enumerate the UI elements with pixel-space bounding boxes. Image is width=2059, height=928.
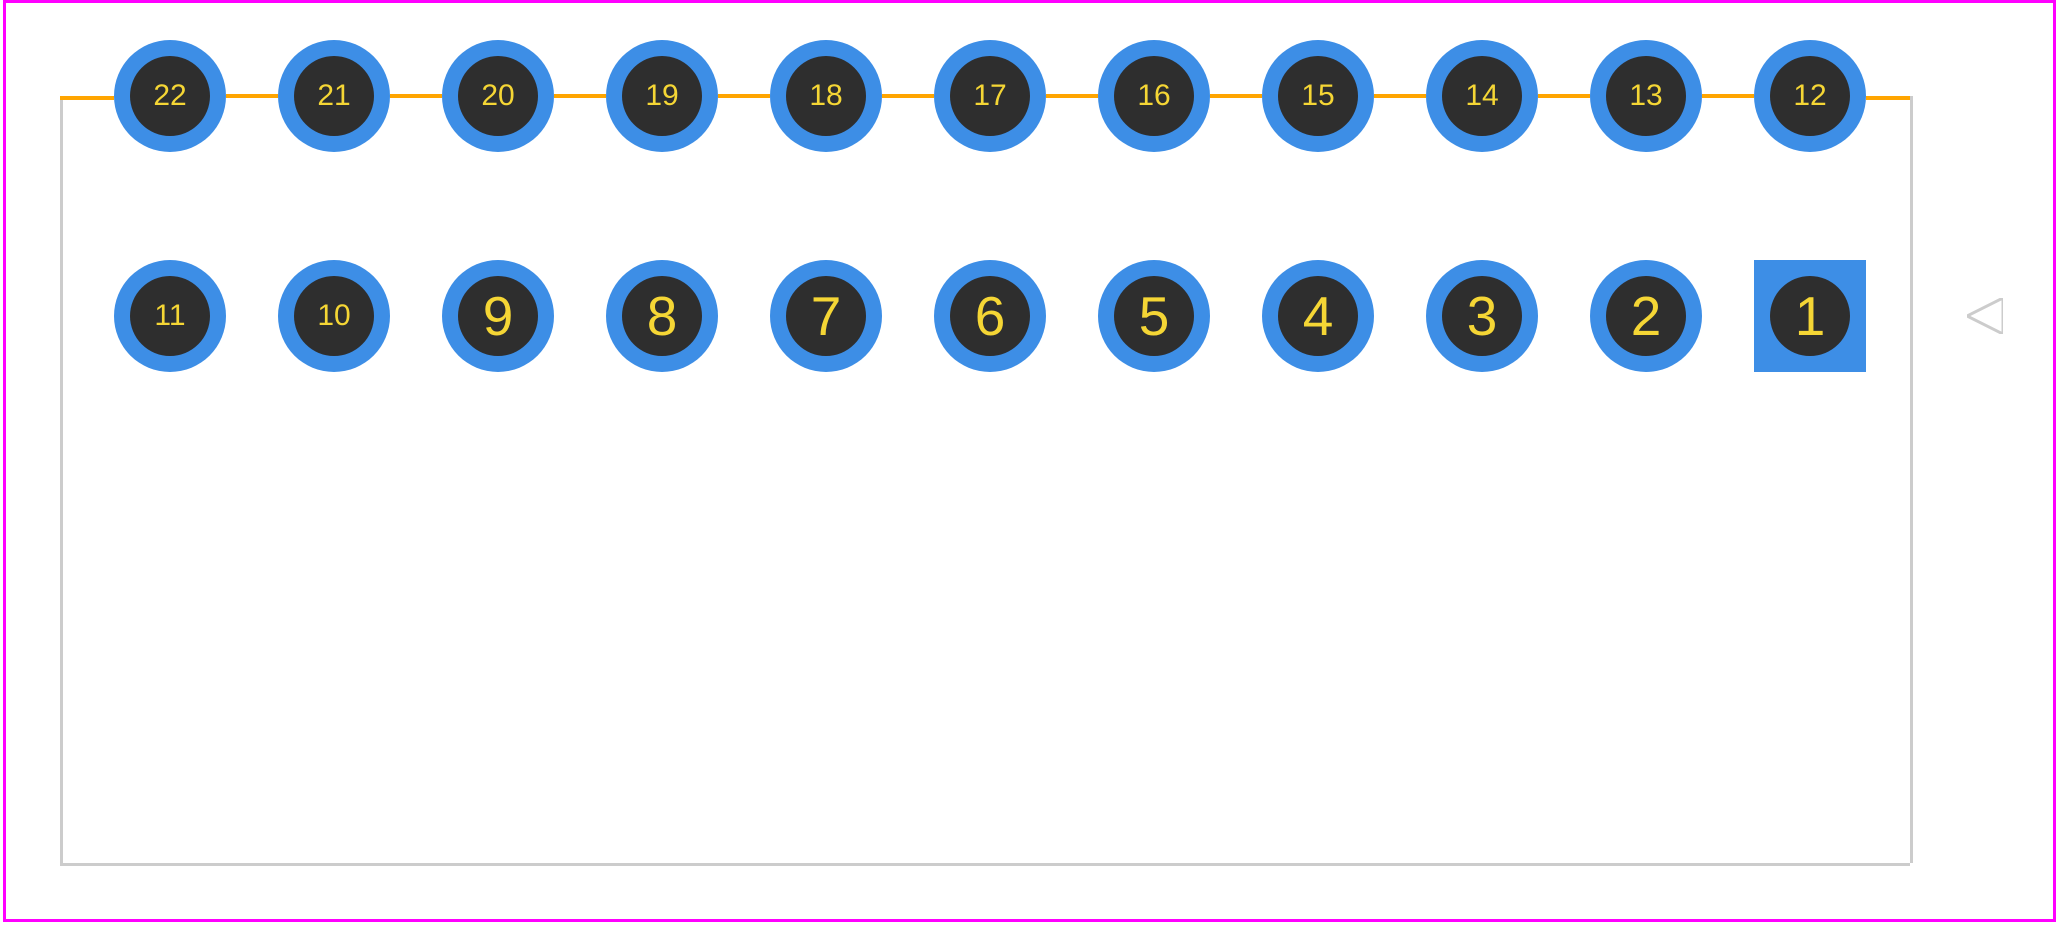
pad-hole: 22 [130,56,210,136]
pad-17: 17 [934,40,1046,152]
pad-label: 5 [1139,284,1170,348]
pad-label: 16 [1137,79,1170,113]
pad-2: 2 [1590,260,1702,372]
pad-label: 14 [1465,79,1498,113]
pad-label: 9 [483,284,514,348]
pad-hole: 15 [1278,56,1358,136]
pad-label: 11 [154,299,185,333]
orange-segment [554,94,606,98]
pad-hole: 6 [950,276,1030,356]
pad-21: 21 [278,40,390,152]
pad-label: 15 [1301,79,1334,113]
pad-label: 22 [153,79,186,113]
pad-20: 20 [442,40,554,152]
pad-label: 4 [1303,284,1334,348]
pad-12: 12 [1754,40,1866,152]
pad-hole: 5 [1114,276,1194,356]
pad-label: 18 [809,79,842,113]
pad-label: 10 [317,299,350,333]
pad-5: 5 [1098,260,1210,372]
pad-hole: 20 [458,56,538,136]
pad-8: 8 [606,260,718,372]
pad-15: 15 [1262,40,1374,152]
pad-hole: 16 [1114,56,1194,136]
pad-22: 22 [114,40,226,152]
pad-hole: 10 [294,276,374,356]
pad-hole: 11 [130,276,210,356]
orange-segment [1538,94,1590,98]
pad-4: 4 [1262,260,1374,372]
orange-segment [1374,94,1426,98]
pad-10: 10 [278,260,390,372]
canvas-border-top [3,0,2053,3]
orange-segment [1046,94,1098,98]
orange-segment [226,94,278,98]
orange-segment [882,94,934,98]
pad-label: 21 [317,79,350,113]
pad-label: 8 [647,284,678,348]
pad-label: 19 [645,79,678,113]
pad-hole: 8 [622,276,702,356]
pad-hole: 13 [1606,56,1686,136]
pad-label: 7 [811,284,842,348]
pad-hole: 9 [458,276,538,356]
pad-hole: 3 [1442,276,1522,356]
pad-hole: 17 [950,56,1030,136]
pad-hole: 14 [1442,56,1522,136]
pad-6: 6 [934,260,1046,372]
pad-hole: 7 [786,276,866,356]
canvas-border-right [2053,0,2056,922]
pad-label: 3 [1467,284,1498,348]
pad-14: 14 [1426,40,1538,152]
canvas-border-left [3,0,6,922]
pad-hole: 2 [1606,276,1686,356]
pad-18: 18 [770,40,882,152]
orange-segment [718,94,770,98]
pad-3: 3 [1426,260,1538,372]
pad-hole: 18 [786,56,866,136]
pad-16: 16 [1098,40,1210,152]
orange-segment [1702,94,1754,98]
orange-segment [1210,94,1262,98]
pad-label: 13 [1629,79,1662,113]
pad-19: 19 [606,40,718,152]
canvas-border-bottom [3,919,2053,922]
pad-label: 1 [1795,284,1826,348]
pad-9: 9 [442,260,554,372]
pad-label: 20 [481,79,514,113]
pad-hole: 21 [294,56,374,136]
pad-1: 1 [1754,260,1866,372]
pad-label: 2 [1631,284,1662,348]
pad-13: 13 [1590,40,1702,152]
pad-label: 17 [973,79,1006,113]
pad-label: 12 [1793,79,1826,113]
pad-hole: 4 [1278,276,1358,356]
pad-hole: 1 [1770,276,1850,356]
pad-hole: 19 [622,56,702,136]
pad-hole: 12 [1770,56,1850,136]
orange-segment [390,94,442,98]
pad-11: 11 [114,260,226,372]
pad-7: 7 [770,260,882,372]
pad-label: 6 [975,284,1006,348]
